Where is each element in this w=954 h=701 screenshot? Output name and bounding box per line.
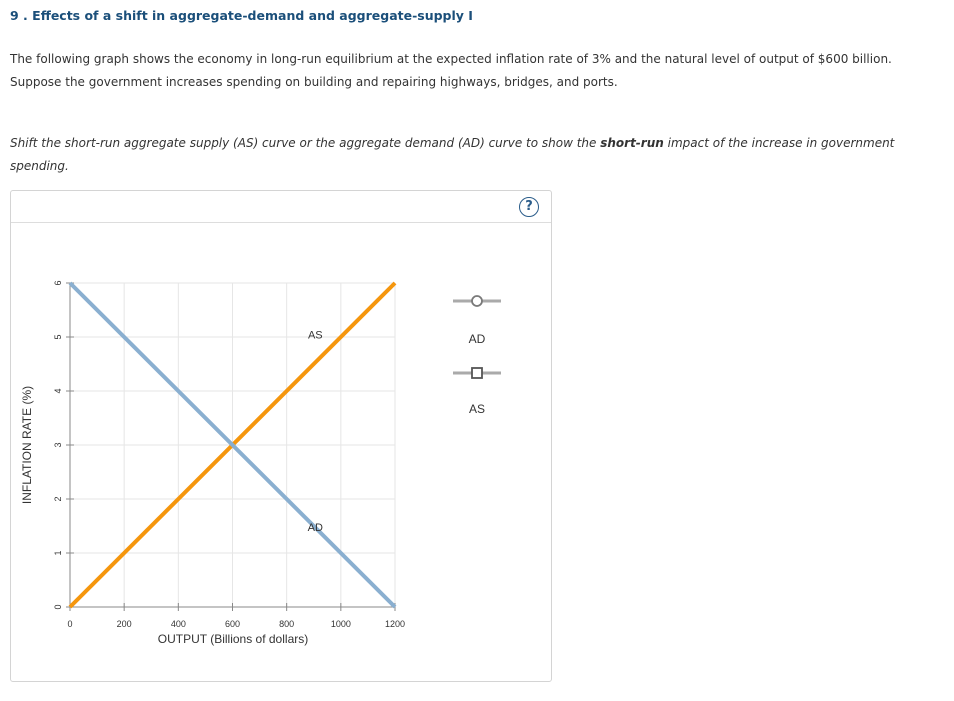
palette-as-label: AS <box>469 402 485 416</box>
y-tick-label: 5 <box>53 334 63 339</box>
intro-line-1: The following graph shows the economy in… <box>10 52 892 66</box>
instruction-text-pre: Shift the short-run aggregate supply (AS… <box>10 136 601 150</box>
question-mark-icon[interactable]: ? <box>519 197 539 217</box>
graph-panel: ? <box>10 190 552 682</box>
y-tick-label: 1 <box>53 550 63 555</box>
as-curve-label: AS <box>308 329 323 341</box>
chart-series[interactable] <box>68 281 397 609</box>
x-tick-label: 600 <box>225 619 240 629</box>
y-tick-label: 3 <box>53 442 63 447</box>
x-tick-label: 1000 <box>331 619 351 629</box>
palette-ad-tool[interactable]: AD <box>453 295 501 346</box>
instruction-text-post: impact of the increase in government <box>663 136 895 150</box>
x-tick-label: 400 <box>171 619 186 629</box>
question-title: 9 . Effects of a shift in aggregate-dema… <box>10 8 473 23</box>
panel-header-divider <box>11 222 551 223</box>
x-tick-label: 0 <box>67 619 72 629</box>
y-tick-label: 4 <box>53 388 63 393</box>
question-instruction: Shift the short-run aggregate supply (AS… <box>10 132 930 178</box>
instruction-text-line2: spending. <box>10 159 69 173</box>
ad-curve[interactable] <box>68 281 397 609</box>
x-tick-label: 800 <box>279 619 294 629</box>
palette-ad-label: AD <box>469 332 486 346</box>
x-tick-label: 1200 <box>385 619 405 629</box>
y-axis-label: INFLATION RATE (%) <box>20 386 34 504</box>
intro-line-2: Suppose the government increases spendin… <box>10 75 618 89</box>
y-tick-label: 6 <box>53 280 63 285</box>
x-axis-label: OUTPUT (Billions of dollars) <box>158 632 308 646</box>
instruction-text-bold: short-run <box>600 136 664 150</box>
palette-ad-circle-icon[interactable] <box>471 295 483 307</box>
palette-as-square-icon[interactable] <box>471 367 483 379</box>
palette-as-tool[interactable]: AS <box>453 367 501 416</box>
x-tick-label: 200 <box>117 619 132 629</box>
question-intro: The following graph shows the economy in… <box>10 48 892 94</box>
chart-axes <box>66 282 396 611</box>
ad-curve-label: AD <box>308 522 323 534</box>
y-tick-label: 0 <box>53 604 63 609</box>
y-tick-label: 2 <box>53 496 63 501</box>
chart-tick-labels: 0 200 400 600 800 1000 1200 0 1 2 3 4 5 6 AS AD <box>53 280 405 629</box>
